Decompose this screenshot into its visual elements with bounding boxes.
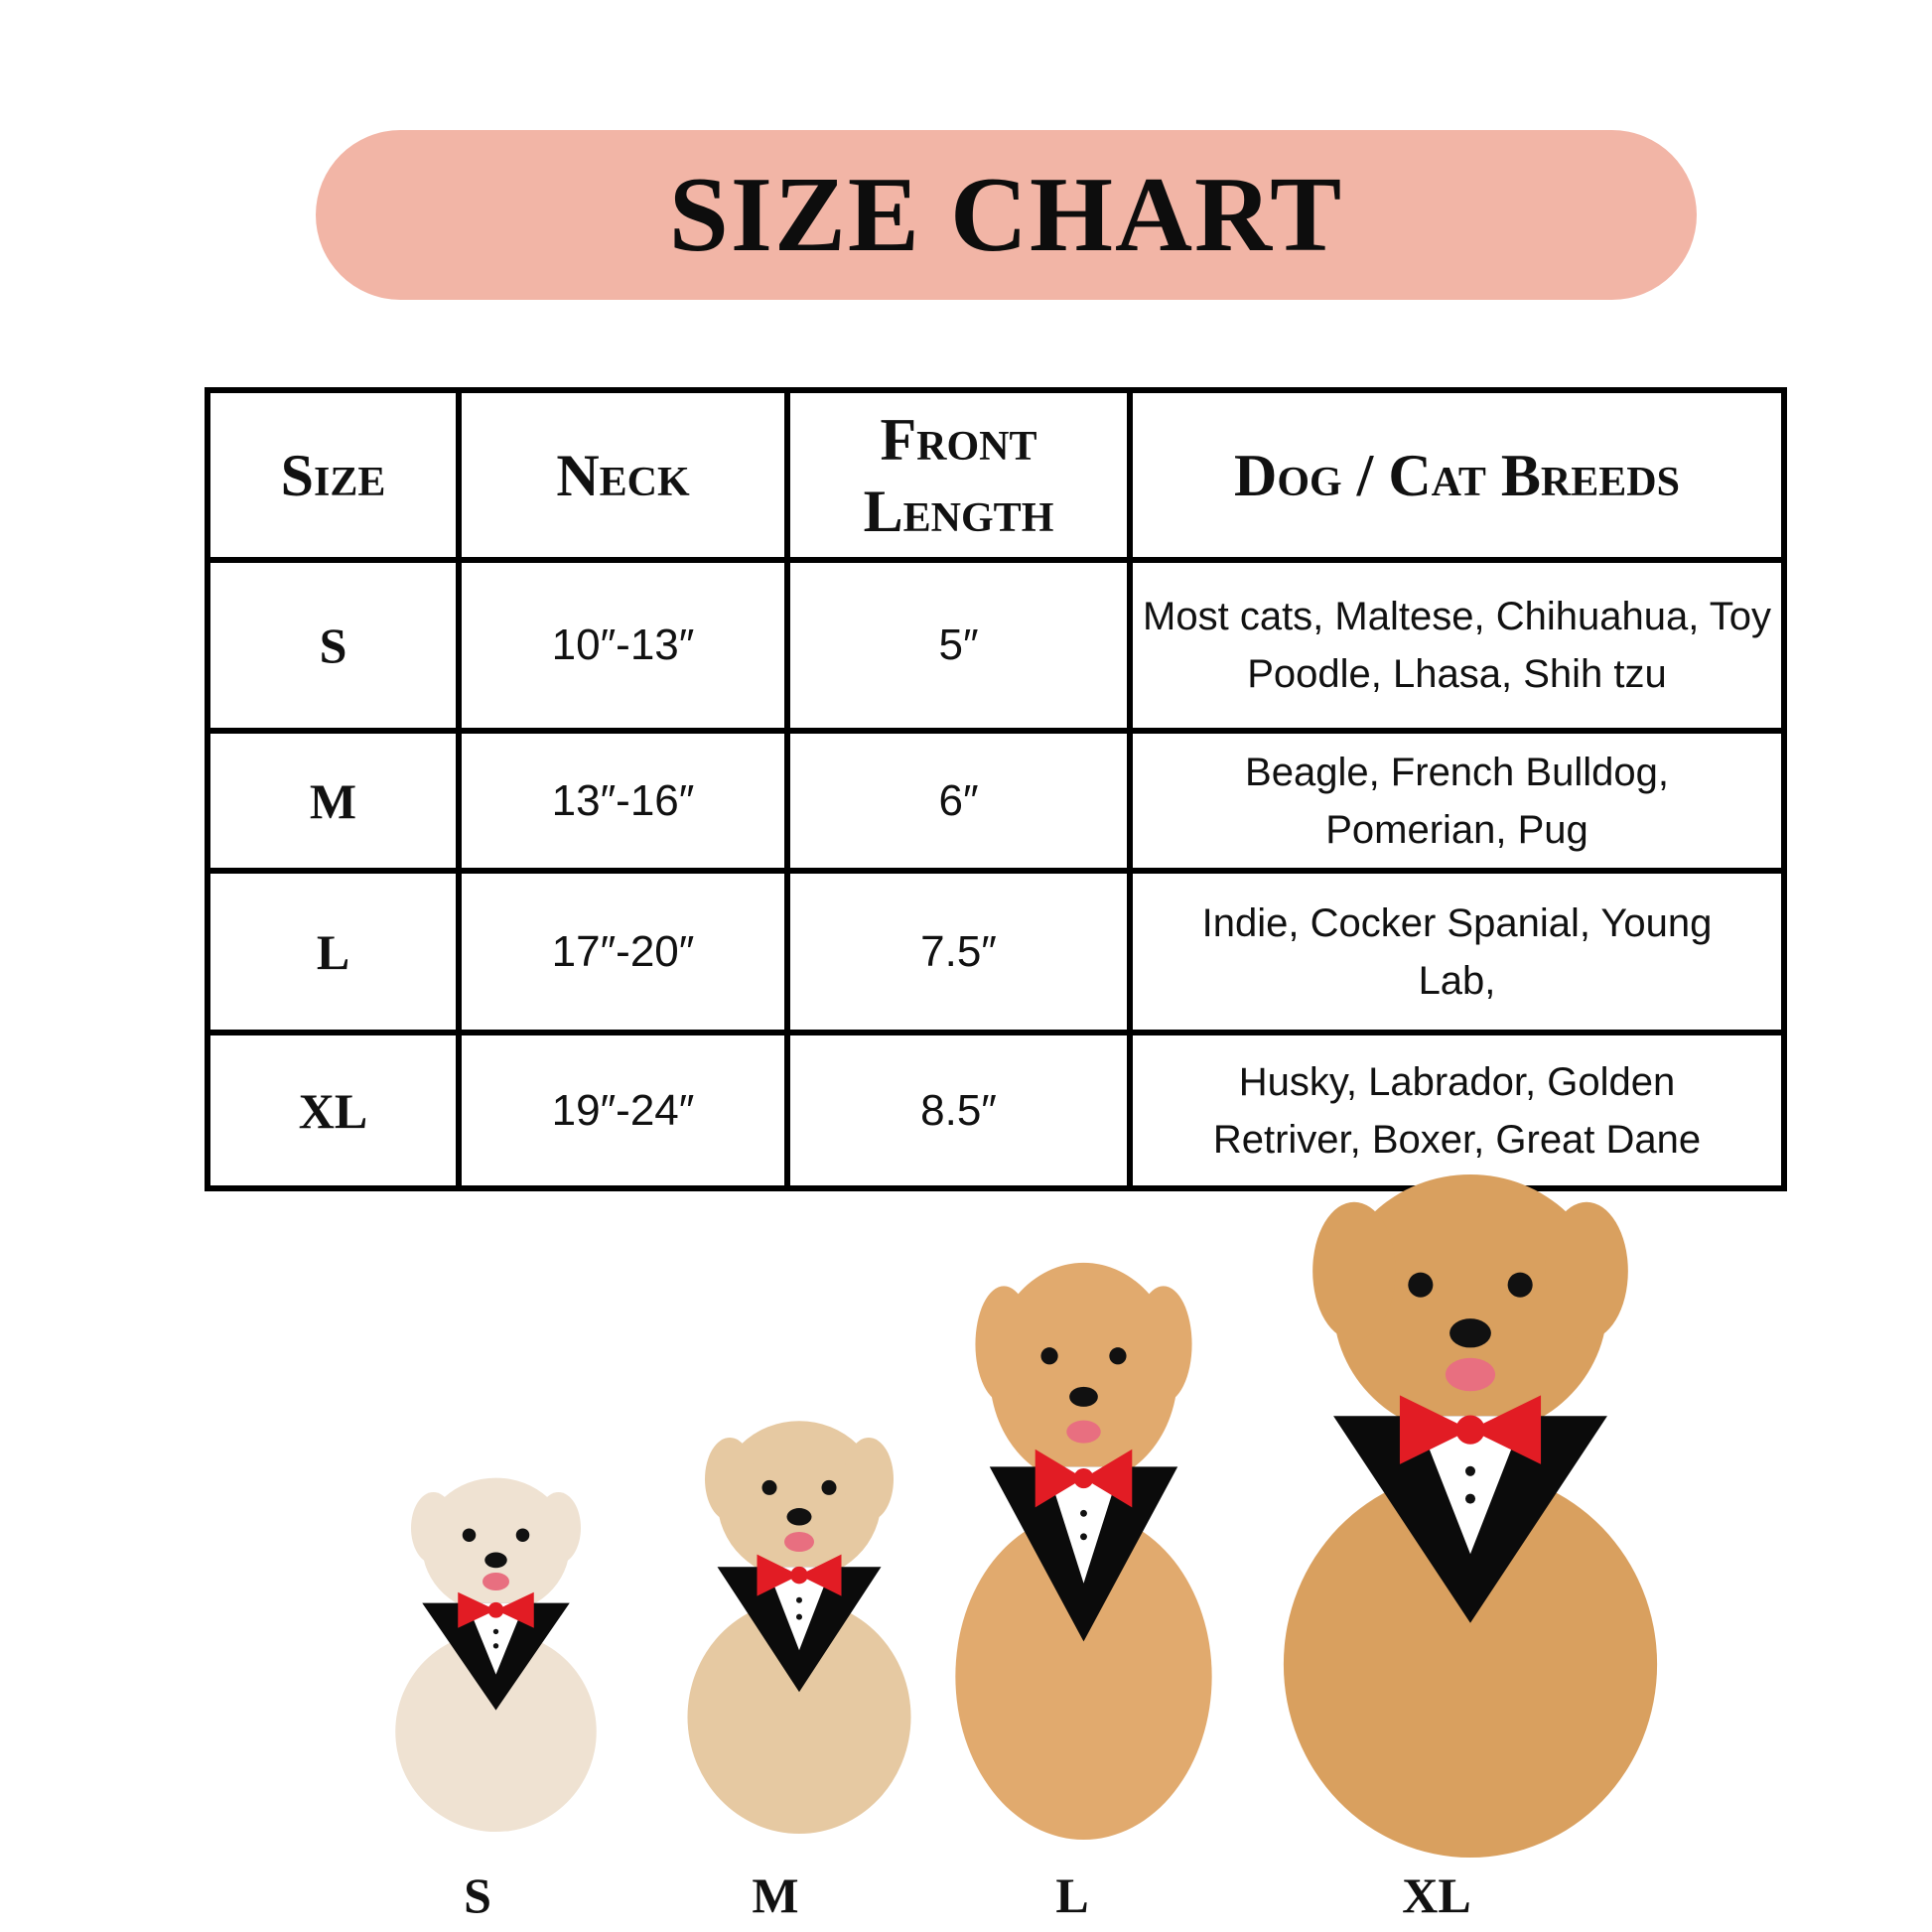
header-size: Size [205, 387, 462, 563]
bowtie-knot [487, 1601, 504, 1618]
dog-head [717, 1421, 882, 1580]
dog-ear [844, 1438, 894, 1521]
title-banner: SIZE CHART [316, 130, 1697, 300]
dog-label-xl: XL [1402, 1867, 1471, 1923]
front-length-cell: 7.5″ [784, 868, 1133, 1035]
breeds-cell: Most cats, Maltese, Chihuahua, Toy Poodl… [1127, 557, 1787, 734]
bowtie-knot [1073, 1468, 1094, 1489]
shirt-button [796, 1613, 802, 1620]
dog-head [989, 1262, 1178, 1484]
dog-eye [462, 1528, 477, 1542]
neck-cell: 17″-20″ [456, 868, 790, 1035]
bowtie-knot [790, 1566, 808, 1585]
shirt-button [1080, 1509, 1087, 1517]
size-cell: S [205, 557, 462, 734]
breeds-cell: Beagle, French Bulldog, Pomerian, Pug [1127, 728, 1787, 874]
dog-ear [705, 1438, 755, 1521]
dog-ear [975, 1286, 1033, 1403]
dog-body [395, 1631, 597, 1832]
dog-body [955, 1513, 1212, 1840]
table-row: L 17″-20″ 7.5″ Indie, Cocker Spanial, Yo… [205, 868, 1787, 1035]
shirt-front [1416, 1416, 1525, 1555]
breeds-cell: Indie, Cocker Spanial, Young Lab, [1127, 868, 1787, 1035]
dog-label-s: S [464, 1867, 491, 1923]
dog-body [1283, 1470, 1658, 1858]
dog-eye [1507, 1272, 1533, 1298]
dog-nose [786, 1508, 812, 1526]
dog-ear [1545, 1201, 1628, 1340]
dog-l [955, 1262, 1212, 1840]
dog-ear [411, 1492, 456, 1564]
shirt-button [1464, 1493, 1476, 1504]
shirt-button [796, 1596, 802, 1603]
dog-ear [536, 1492, 581, 1564]
bowtie-knot [1455, 1415, 1485, 1445]
dog-s [395, 1477, 597, 1832]
neck-cell: 10″-13″ [456, 557, 790, 734]
dog-ear [1135, 1286, 1192, 1403]
dog-label-m: M [752, 1867, 799, 1923]
dog-tongue [483, 1573, 509, 1590]
dog-m [687, 1421, 911, 1834]
shirt-button [492, 1643, 499, 1649]
dog-eye [1408, 1272, 1434, 1298]
dog-xl [1283, 1173, 1658, 1858]
dog-illustrations [395, 1173, 1658, 1858]
table-header-row: Size Neck Front Length Dog / Cat Breeds [205, 387, 1787, 563]
shirt-front [467, 1602, 525, 1675]
dog-head [1333, 1173, 1607, 1438]
front-length-cell: 8.5″ [784, 1030, 1133, 1191]
neck-cell: 13″-16″ [456, 728, 790, 874]
dog-eye [1109, 1347, 1127, 1365]
size-cell: L [205, 868, 462, 1035]
header-neck: Neck [456, 387, 790, 563]
dog-eye [821, 1479, 837, 1495]
size-cell: XL [205, 1030, 462, 1191]
dog-eye [1040, 1347, 1058, 1365]
front-length-cell: 6″ [784, 728, 1133, 874]
shirt-front [1046, 1466, 1121, 1584]
shirt-button [492, 1628, 499, 1635]
dog-eye [761, 1479, 777, 1495]
table-row: S 10″-13″ 5″ Most cats, Maltese, Chihuah… [205, 557, 1787, 734]
page-title: SIZE CHART [668, 155, 1344, 274]
dog-tongue [1445, 1357, 1496, 1392]
header-breeds: Dog / Cat Breeds [1127, 387, 1787, 563]
size-table: Size Neck Front Length Dog / Cat Breeds … [205, 387, 1787, 1191]
dog-ear [1312, 1201, 1396, 1340]
size-cell: M [205, 728, 462, 874]
dog-tongue [1066, 1420, 1101, 1444]
table-row: M 13″-16″ 6″ Beagle, French Bulldog, Pom… [205, 728, 1787, 874]
dog-tongue [784, 1532, 814, 1552]
shirt-button [1464, 1465, 1476, 1476]
dog-eye [515, 1528, 530, 1542]
front-length-cell: 5″ [784, 557, 1133, 734]
dog-head [422, 1477, 570, 1614]
shirt-button [1080, 1533, 1087, 1541]
dog-body [687, 1599, 911, 1834]
dog-nose [1449, 1318, 1491, 1348]
dog-nose [1069, 1386, 1098, 1407]
shirt-front [766, 1567, 832, 1651]
neck-cell: 19″-24″ [456, 1030, 790, 1191]
dog-nose [484, 1552, 507, 1569]
header-front-length: Front Length [784, 387, 1133, 563]
dog-label-l: L [1055, 1867, 1089, 1923]
